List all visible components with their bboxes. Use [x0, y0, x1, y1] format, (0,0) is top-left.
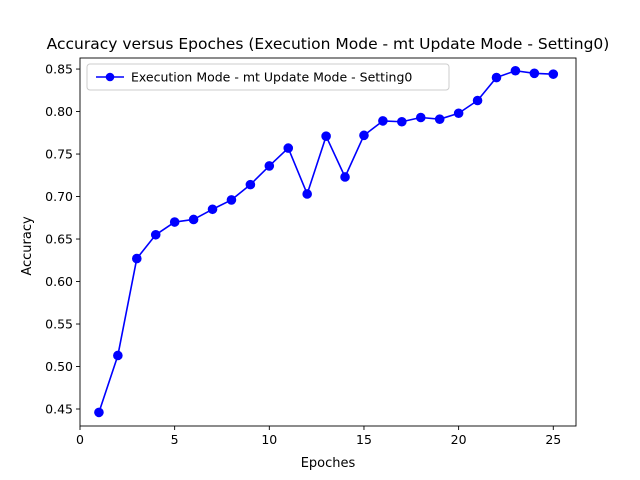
data-point	[283, 143, 294, 153]
x-tick-label: 15	[356, 432, 372, 447]
data-point	[226, 195, 237, 205]
y-tick-label: 0.75	[45, 147, 73, 162]
y-tick-label: 0.45	[45, 402, 73, 417]
legend: Execution Mode - mt Update Mode - Settin…	[86, 63, 450, 91]
data-point	[434, 114, 445, 124]
legend-marker	[105, 72, 115, 82]
data-point	[491, 72, 502, 83]
x-tick-label: 10	[261, 432, 277, 447]
y-axis-label: Accuracy	[20, 216, 35, 276]
data-point	[510, 65, 521, 76]
data-point	[113, 350, 123, 361]
data-point	[131, 253, 142, 264]
data-point	[245, 179, 256, 190]
data-point	[340, 172, 350, 182]
data-point	[415, 112, 426, 123]
data-point	[453, 108, 464, 119]
data-point	[472, 95, 483, 106]
data-point	[321, 131, 331, 141]
chart-title: Accuracy versus Epoches (Execution Mode …	[47, 35, 610, 53]
data-point	[150, 229, 161, 240]
y-tick-label: 0.85	[45, 62, 73, 77]
data-point	[302, 189, 312, 199]
data-point	[264, 161, 275, 171]
legend-label: Execution Mode - mt Update Mode - Settin…	[131, 70, 412, 85]
plot-frame	[79, 57, 577, 427]
data-point	[188, 214, 199, 225]
data-point	[169, 217, 180, 227]
y-tick-label: 0.55	[45, 317, 73, 332]
axes: 0 5 10 15 20 25 0.45 0.50 0.55 0.60 0.65 0.70 0.75 0.…	[45, 57, 577, 447]
data-point	[94, 407, 104, 418]
x-tick-label: 5	[171, 432, 179, 447]
x-tick-label: 0	[76, 432, 84, 447]
x-axis-label: Epoches	[301, 456, 356, 471]
data-point	[207, 204, 218, 215]
x-tick-label: 25	[545, 432, 561, 447]
series-layer	[94, 65, 559, 418]
y-tick-label: 0.50	[45, 359, 73, 374]
legend-box	[86, 63, 450, 91]
y-tick-label: 0.65	[45, 232, 73, 247]
data-point	[397, 116, 407, 127]
y-tick-label: 0.70	[45, 189, 73, 204]
y-tick-label: 0.80	[45, 104, 73, 119]
data-point	[529, 68, 540, 79]
data-point	[378, 116, 388, 126]
y-tick-label: 0.60	[45, 274, 73, 289]
x-tick-label: 20	[451, 432, 467, 447]
data-point	[548, 69, 559, 79]
data-point	[359, 130, 369, 141]
